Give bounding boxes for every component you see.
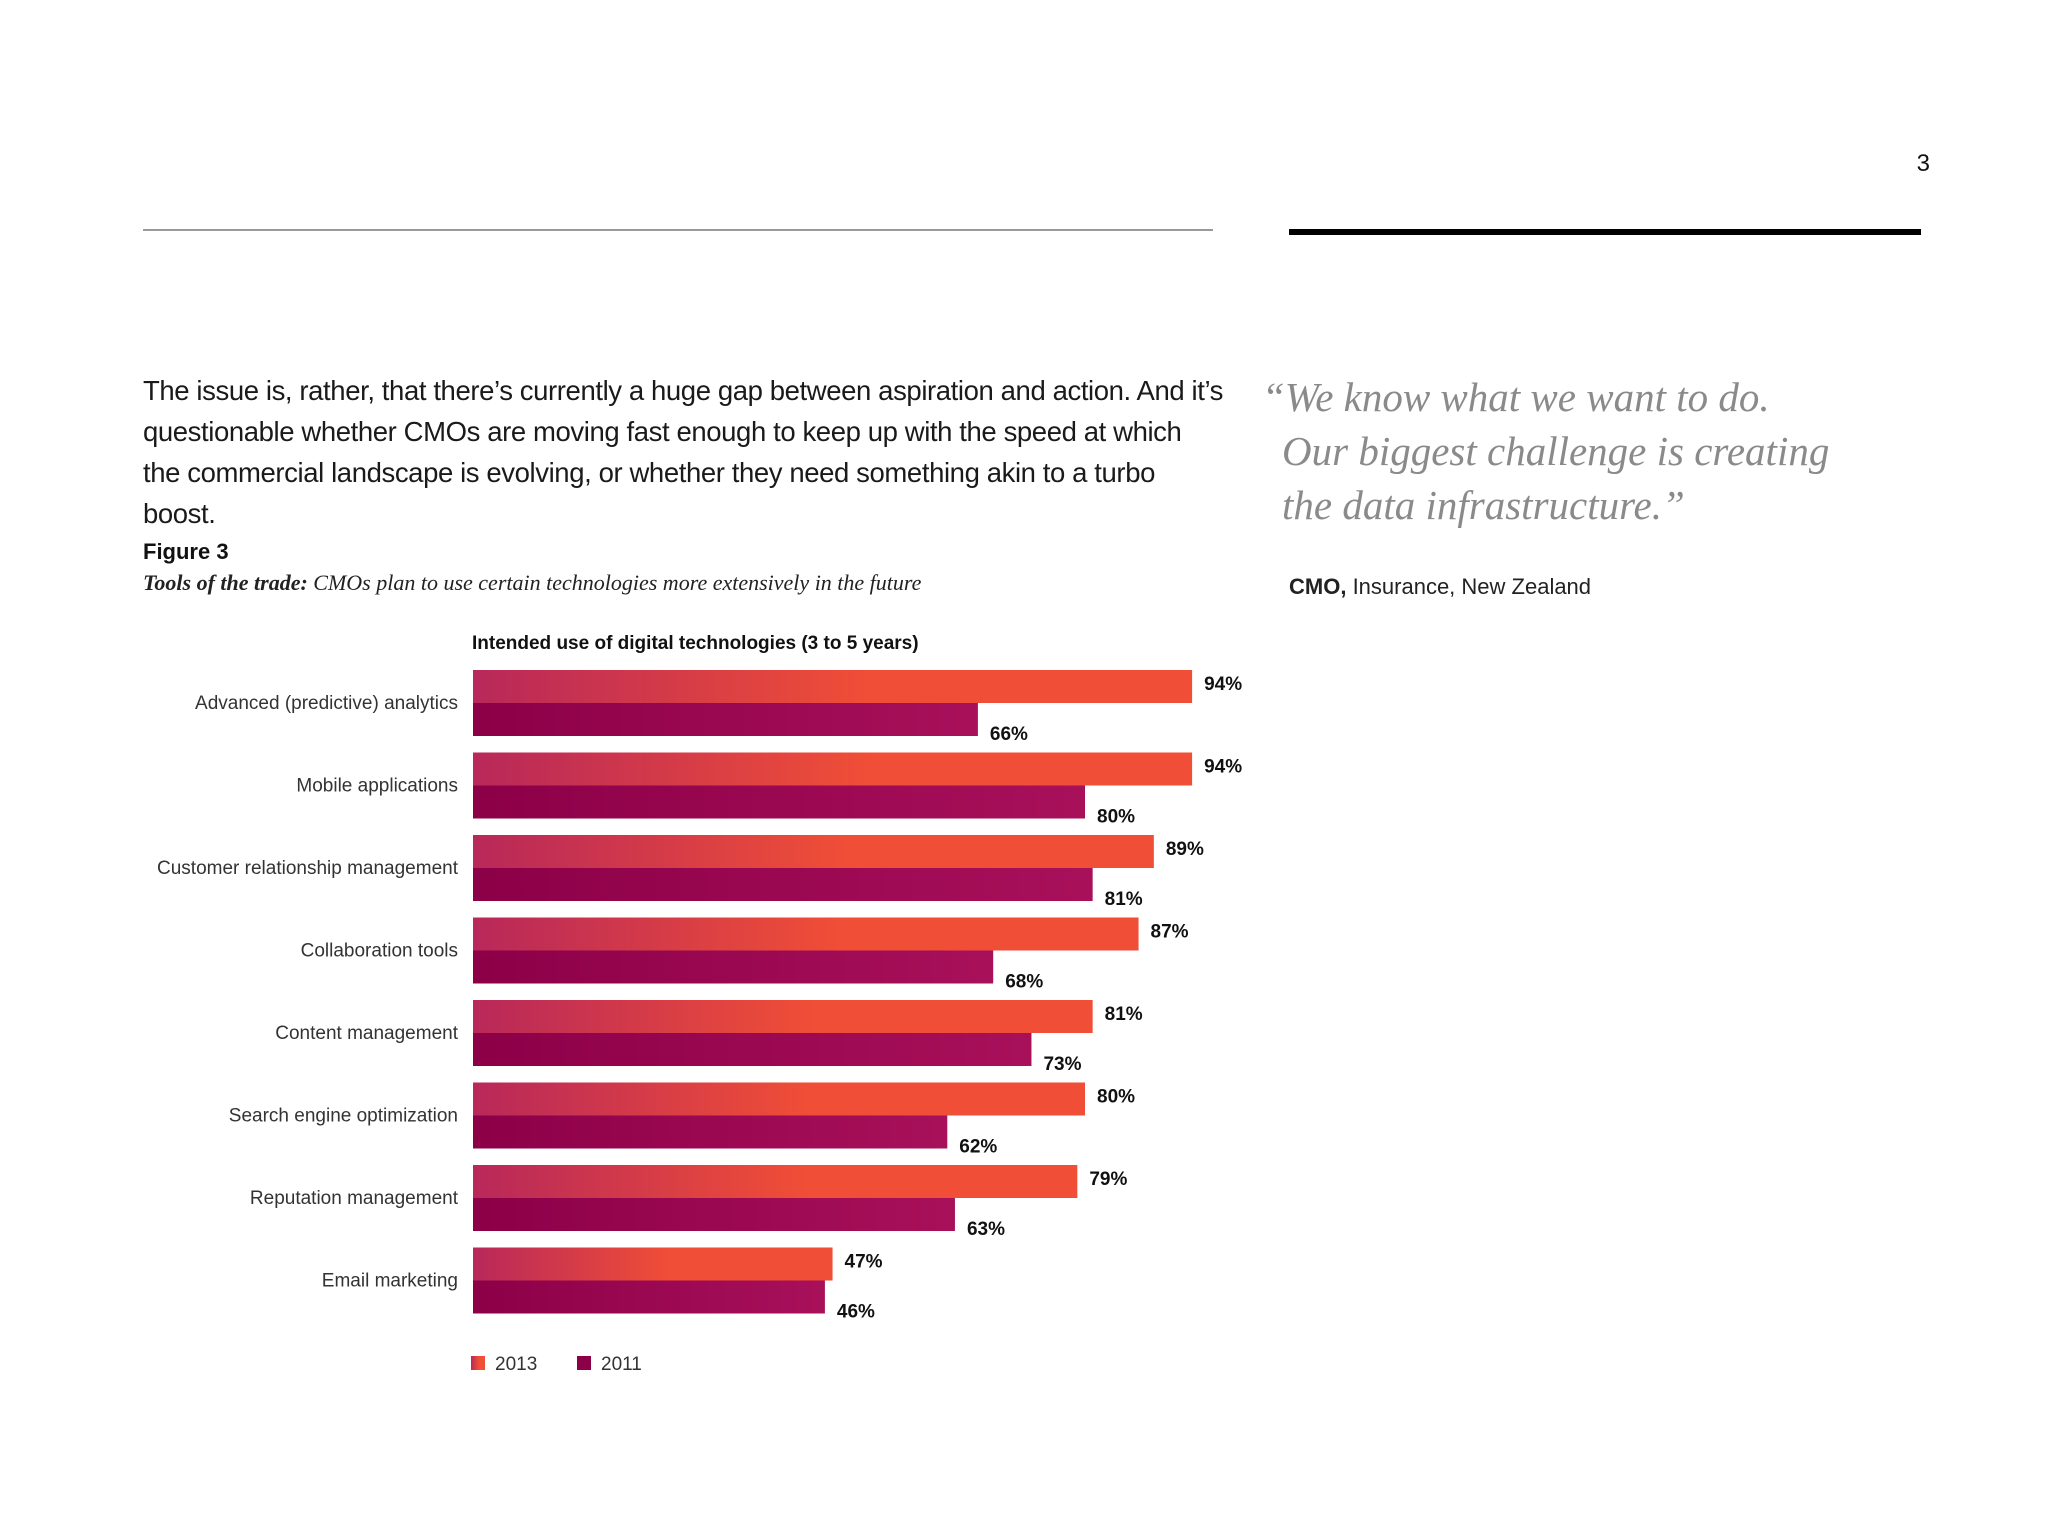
- body-paragraph: The issue is, rather, that there’s curre…: [143, 375, 1224, 529]
- bar-2013: [473, 1000, 1093, 1033]
- category-label: Mobile applications: [296, 776, 458, 797]
- bar-2013: [473, 1165, 1078, 1198]
- legend-swatch-2011: [577, 1356, 591, 1370]
- quote-attribution: CMO, Insurance, New Zealand: [1289, 574, 1591, 600]
- legend-label-2013: 2013: [495, 1354, 537, 1375]
- bar-2013: [473, 835, 1154, 868]
- bar-2013: [473, 670, 1193, 703]
- data-label-2013: 81%: [1105, 1004, 1143, 1025]
- data-label-2011: 81%: [1105, 889, 1143, 910]
- data-label-2013: 80%: [1097, 1087, 1135, 1108]
- page-number: 3: [1916, 150, 1930, 177]
- figure-caption-lead: Tools of the trade:: [143, 570, 308, 595]
- data-label-2011: 80%: [1097, 807, 1135, 828]
- category-label: Customer relationship management: [157, 858, 459, 879]
- bar-2011: [473, 703, 978, 736]
- attribution-role: CMO,: [1289, 574, 1347, 599]
- category-label: Advanced (predictive) analytics: [195, 693, 458, 714]
- data-label-2011: 73%: [1043, 1054, 1081, 1075]
- category-label: Reputation management: [250, 1188, 459, 1209]
- bar-2013: [473, 1082, 1085, 1116]
- data-label-2011: 46%: [837, 1302, 875, 1323]
- figure-caption: Tools of the trade: CMOs plan to use cer…: [143, 570, 921, 596]
- bar-2013: [473, 1247, 833, 1281]
- bar-2011: [473, 950, 994, 984]
- bar-2013: [473, 917, 1139, 951]
- bar-2011: [473, 1280, 825, 1314]
- legend-label-2011: 2011: [601, 1354, 642, 1375]
- data-label-2013: 47%: [845, 1252, 883, 1273]
- quote-line-2: Our biggest challenge is creating: [1282, 428, 1830, 474]
- bar-2011: [473, 1115, 948, 1149]
- figure-caption-text: CMOs plan to use certain technologies mo…: [307, 570, 922, 595]
- attribution-detail: Insurance, New Zealand: [1346, 574, 1592, 599]
- data-label-2011: 68%: [1005, 972, 1043, 993]
- header-rule-right: [1289, 229, 1921, 235]
- legend-swatch-2013: [471, 1356, 485, 1370]
- bar-2011: [473, 868, 1093, 901]
- data-label-2013: 79%: [1089, 1169, 1127, 1190]
- data-label-2013: 89%: [1166, 839, 1204, 860]
- quote-line-1: “We know what we want to do.: [1262, 374, 1770, 420]
- data-label-2011: 62%: [959, 1137, 997, 1158]
- bar-2011: [473, 1033, 1032, 1066]
- data-label-2013: 94%: [1204, 674, 1242, 695]
- data-label-2013: 94%: [1204, 757, 1242, 778]
- chart-title: Intended use of digital technologies (3 …: [472, 633, 919, 654]
- bar-2013: [473, 752, 1193, 786]
- category-label: Search engine optimization: [229, 1106, 458, 1127]
- bar-2011: [473, 1198, 955, 1231]
- data-label-2013: 87%: [1151, 922, 1189, 943]
- category-label: Content management: [275, 1023, 458, 1044]
- bar-2011: [473, 785, 1085, 819]
- data-label-2011: 63%: [967, 1219, 1005, 1240]
- category-label: Collaboration tools: [301, 941, 458, 962]
- header-rule-left: [143, 229, 1213, 231]
- pull-quote: “We know what we want to do. Our biggest…: [1262, 370, 1902, 532]
- data-label-2011: 66%: [990, 724, 1028, 745]
- figure-label: Figure 3: [143, 539, 229, 564]
- category-label: Email marketing: [322, 1271, 458, 1292]
- quote-line-3: the data infrastructure.”: [1282, 482, 1685, 528]
